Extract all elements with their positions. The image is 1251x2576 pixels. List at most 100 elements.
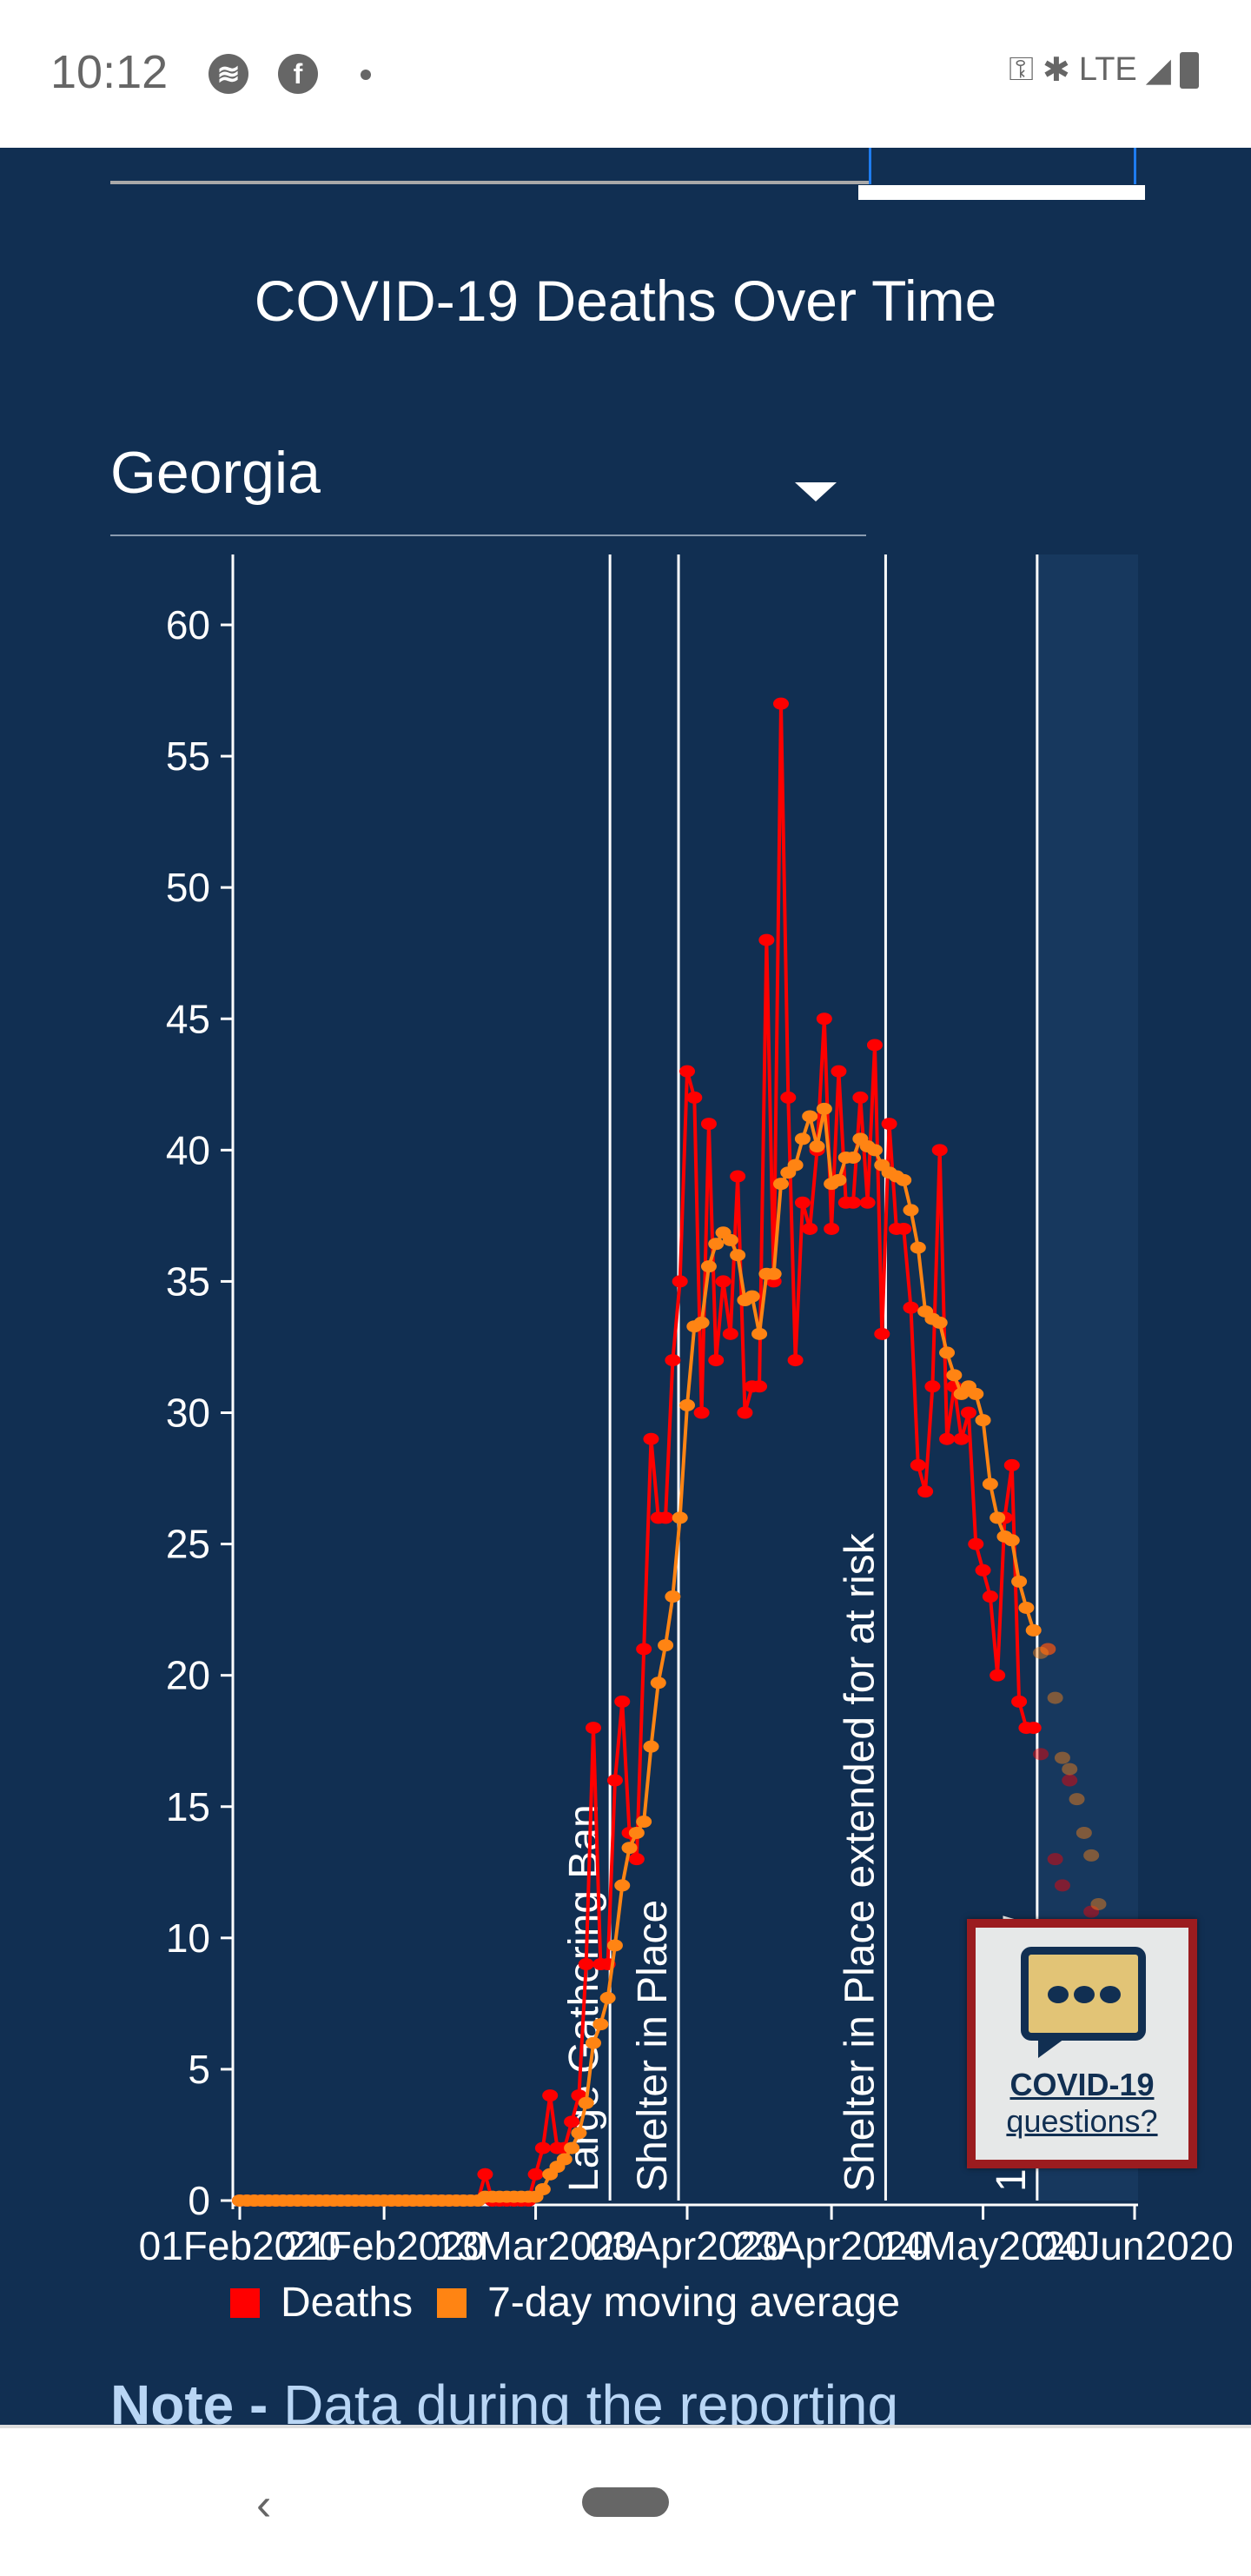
home-pill-button[interactable] — [582, 2487, 669, 2517]
vpn-key-icon: ⚿ — [1009, 51, 1035, 88]
average-point — [751, 1327, 768, 1340]
y-tick-label: 20 — [166, 1653, 210, 1698]
average-point — [787, 1159, 804, 1172]
deaths-point — [700, 1118, 717, 1131]
average-point — [658, 1639, 674, 1652]
deaths-point — [990, 1669, 1006, 1682]
deaths-point — [917, 1485, 934, 1498]
signal-icon: ◢ — [1145, 52, 1171, 89]
average-point — [606, 1939, 623, 1952]
deaths-point — [968, 1537, 984, 1550]
average-point — [1033, 1646, 1049, 1659]
deaths-point — [722, 1327, 738, 1340]
deaths-point — [636, 1643, 652, 1656]
event-label: Shelter in Place — [630, 1900, 676, 2192]
search-button[interactable] — [869, 148, 1136, 184]
average-point — [665, 1590, 681, 1603]
average-point — [578, 2096, 594, 2109]
deaths-point — [730, 1170, 746, 1183]
average-point — [831, 1173, 847, 1186]
average-point — [1076, 1826, 1092, 1839]
x-tick-label: 01Feb2020 — [139, 2223, 341, 2268]
average-point — [621, 1842, 638, 1855]
average-point — [1047, 1691, 1063, 1704]
deaths-point — [542, 2089, 559, 2102]
state-select[interactable]: Georgia — [110, 439, 866, 536]
navigation-bar: ‹ — [0, 2425, 1251, 2576]
battery-icon — [1180, 51, 1199, 89]
average-point — [556, 2153, 573, 2166]
deaths-point — [866, 1039, 883, 1052]
average-point — [1054, 1751, 1070, 1764]
x-tick-label: 13Mar2020 — [434, 2223, 637, 2268]
deaths-point — [910, 1458, 926, 1471]
covid-questions-chat-button[interactable]: COVID-19 questions? — [967, 1919, 1197, 2168]
y-tick-label: 5 — [188, 2047, 210, 2092]
average-point — [939, 1346, 956, 1359]
average-point — [534, 2183, 551, 2196]
deaths-point — [737, 1406, 753, 1419]
y-tick-label: 10 — [166, 1915, 210, 1961]
y-tick-label: 60 — [166, 602, 210, 647]
chat-bubble-tail — [1038, 2039, 1064, 2058]
average-point — [1090, 1897, 1107, 1910]
average-point — [1062, 1763, 1078, 1776]
deaths-point — [794, 1196, 811, 1209]
chart-legend: Deaths 7-day moving average — [230, 2279, 924, 2327]
y-tick-label: 0 — [188, 2178, 210, 2223]
average-point — [599, 1991, 616, 2004]
y-tick-label: 15 — [166, 1784, 210, 1829]
deaths-point — [831, 1065, 847, 1078]
average-point — [1011, 1575, 1028, 1588]
average-point — [564, 2141, 580, 2154]
deaths-point — [715, 1275, 731, 1288]
average-point — [1069, 1793, 1085, 1806]
deaths-point — [1062, 1774, 1078, 1787]
deaths-point — [1054, 1879, 1070, 1892]
deaths-point — [874, 1327, 890, 1340]
chat-bubble-icon — [1021, 1947, 1146, 2041]
average-point — [968, 1387, 984, 1400]
average-point — [586, 2036, 602, 2049]
deaths-point — [1047, 1853, 1063, 1866]
x-tick-label: 14May2020 — [878, 2223, 1087, 2268]
average-point — [896, 1173, 912, 1186]
deaths-point — [982, 1590, 998, 1603]
chat-label-line1: COVID-19 — [1009, 2067, 1155, 2102]
deaths-point — [931, 1144, 948, 1157]
average-point — [809, 1140, 825, 1153]
average-point — [816, 1102, 832, 1115]
average-point — [722, 1233, 738, 1246]
deaths-point — [859, 1196, 876, 1209]
deaths-point — [527, 2168, 544, 2181]
average-point — [931, 1316, 948, 1329]
deaths-point — [586, 1722, 602, 1735]
deaths-point — [975, 1564, 991, 1577]
notification-dot-icon — [361, 70, 371, 80]
event-label: Shelter in Place extended for at risk — [837, 1532, 883, 2192]
deaths-point — [606, 1774, 623, 1787]
average-point — [765, 1267, 782, 1280]
legend-swatch-deaths — [230, 2287, 260, 2318]
search-button-base — [858, 185, 1145, 200]
average-point — [700, 1260, 717, 1273]
average-point — [693, 1316, 710, 1329]
deaths-point — [816, 1012, 832, 1026]
average-point — [772, 1178, 789, 1191]
average-point — [708, 1238, 725, 1251]
average-point — [744, 1290, 760, 1303]
deaths-point — [852, 1091, 869, 1104]
average-point — [910, 1241, 926, 1254]
deaths-point — [672, 1275, 688, 1288]
back-icon[interactable]: ‹ — [256, 2480, 272, 2530]
legend-label-average: 7-day moving average — [487, 2280, 901, 2326]
y-tick-label: 35 — [166, 1258, 210, 1304]
deaths-point — [1033, 1748, 1049, 1761]
y-tick-label: 30 — [166, 1391, 210, 1436]
y-tick-label: 55 — [166, 734, 210, 779]
deaths-point — [953, 1432, 970, 1445]
average-point — [990, 1511, 1006, 1524]
average-point — [730, 1249, 746, 1262]
search-field-underline[interactable] — [110, 181, 869, 184]
